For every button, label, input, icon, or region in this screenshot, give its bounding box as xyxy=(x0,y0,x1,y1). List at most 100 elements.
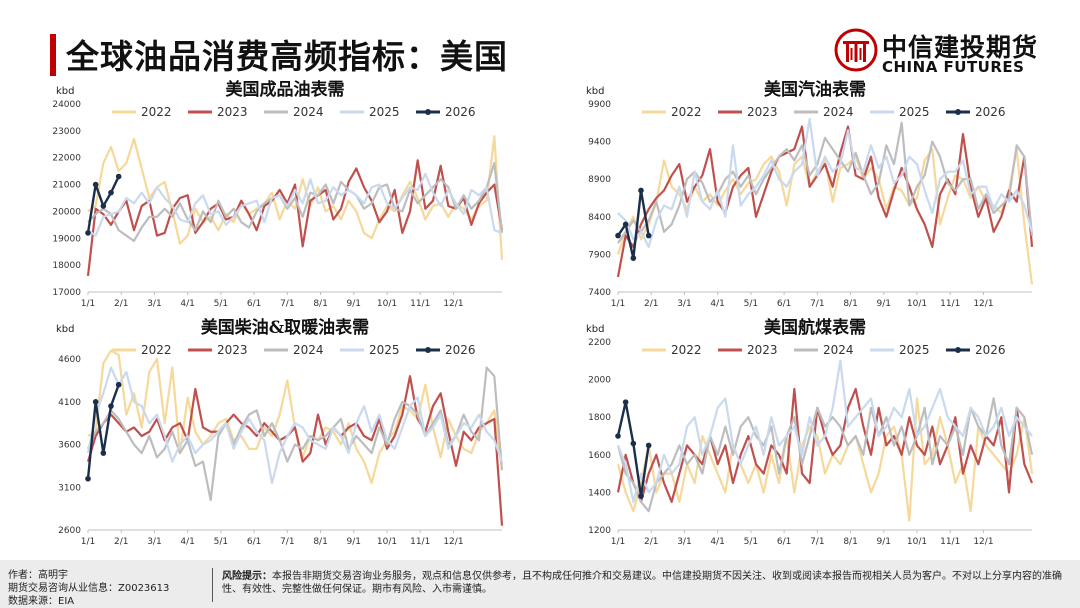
x-tick-label: 6/1 xyxy=(777,299,791,309)
y-tick-label: 1600 xyxy=(588,451,611,461)
legend-label: 2025 xyxy=(899,343,930,357)
chart-title: 美国航煤表需 xyxy=(764,317,866,338)
series-point-2026 xyxy=(92,181,99,188)
logo-mark-icon xyxy=(834,28,878,72)
footer-divider xyxy=(212,568,213,602)
legend-item-2024: 2024 xyxy=(794,105,854,119)
series-line-2025 xyxy=(87,172,503,237)
legend-label: 2022 xyxy=(141,343,172,357)
series-point-2026 xyxy=(115,173,122,180)
y-tick-label: 8400 xyxy=(588,213,611,223)
series-line-2026 xyxy=(86,384,120,479)
legend-item-2025: 2025 xyxy=(340,105,400,119)
series-point-2026 xyxy=(630,440,637,447)
x-tick-label: 10/1 xyxy=(377,299,397,309)
y-tick-label: 1200 xyxy=(588,526,611,536)
chart-distillate-demand: 美国柴油&取暖油表需 kbd 2600 3100 3600 4100 4600 1/1 2/1 3… xyxy=(40,316,510,548)
footer-risk: 风险提示：本报告非期货交易咨询业务服务，观点和信息仅供参考，且不构成任何推介和交… xyxy=(222,570,1062,596)
x-tick-label: 10/1 xyxy=(377,537,397,547)
x-tick-label: 6/1 xyxy=(247,537,261,547)
x-tick-label: 5/1 xyxy=(744,299,758,309)
x-tick-label: 3/1 xyxy=(677,537,691,547)
legend-item-2022: 2022 xyxy=(112,343,172,357)
x-tick-label: 2/1 xyxy=(644,537,658,547)
chart-title: 美国汽油表需 xyxy=(764,79,866,100)
x-tick-label: 6/1 xyxy=(777,537,791,547)
legend-item-2026: 2026 xyxy=(946,105,1006,119)
x-tick-label: 11/1 xyxy=(410,537,430,547)
series-point-2026 xyxy=(645,442,652,449)
legend-label: 2026 xyxy=(445,105,476,119)
chart-svg: 美国成品油表需 kbd 17000 18000 19000 20000 21000 22000… xyxy=(52,79,504,309)
y-tick-label: 4600 xyxy=(58,355,81,365)
x-tick-label: 12/1 xyxy=(973,299,993,309)
series-point-2026 xyxy=(645,232,652,239)
x-tick-label: 9/1 xyxy=(347,299,361,309)
x-tick-label: 12/1 xyxy=(443,537,463,547)
footer: 作者：高明宇 期货交易咨询从业信息：Z0023613 数据来源：EIA 风险提示… xyxy=(0,560,1080,608)
x-tick-label: 8/1 xyxy=(843,299,857,309)
legend-item-2023: 2023 xyxy=(718,343,778,357)
series-point-2026 xyxy=(115,381,122,388)
chart-svg: 美国汽油表需 kbd 7400 7900 8400 8900 9400 9900 1/1 2/1 3… xyxy=(586,79,1034,309)
y-axis-unit: kbd xyxy=(586,324,605,335)
x-tick-label: 10/1 xyxy=(907,537,927,547)
x-tick-label: 12/1 xyxy=(973,537,993,547)
y-tick-label: 2200 xyxy=(588,338,611,348)
series-line-2023 xyxy=(86,375,504,526)
y-axis-unit: kbd xyxy=(586,86,605,97)
series-point-2026 xyxy=(630,255,637,261)
x-tick-label: 1/1 xyxy=(81,537,95,547)
x-tick-label: 5/1 xyxy=(214,299,228,309)
y-tick-label: 22000 xyxy=(52,154,81,164)
chart-refined-products-demand: 美国成品油表需 kbd 17000 18000 19000 20000 21000 22000… xyxy=(40,78,510,310)
y-tick-label: 19000 xyxy=(52,234,81,244)
x-tick-label: 1/1 xyxy=(611,299,625,309)
legend-label: 2026 xyxy=(445,343,476,357)
series-point-2026 xyxy=(638,493,644,499)
legend-label: 2022 xyxy=(141,105,172,119)
series-line-2023 xyxy=(86,159,504,277)
legend-item-2024: 2024 xyxy=(264,343,324,357)
x-tick-label: 11/1 xyxy=(410,299,430,309)
legend-item-2026: 2026 xyxy=(946,343,1006,357)
legend-item-2026: 2026 xyxy=(416,343,476,357)
y-tick-label: 2600 xyxy=(58,526,81,536)
y-tick-label: 9900 xyxy=(588,100,611,110)
series-line-2024 xyxy=(617,121,1034,244)
x-tick-label: 1/1 xyxy=(81,299,95,309)
legend-label: 2023 xyxy=(747,343,778,357)
risk-label: 风险提示： xyxy=(222,571,272,582)
legend-item-2022: 2022 xyxy=(642,105,702,119)
y-tick-label: 18000 xyxy=(52,261,81,271)
legend-label: 2024 xyxy=(823,105,854,119)
legend-label: 2023 xyxy=(217,343,248,357)
series-line-2024 xyxy=(87,161,504,243)
y-tick-label: 3100 xyxy=(58,483,81,493)
y-tick-label: 20000 xyxy=(52,207,81,217)
legend-item-2023: 2023 xyxy=(188,343,248,357)
page-title: 全球油品消费高频指标：美国 xyxy=(66,37,508,76)
legend-item-2025: 2025 xyxy=(340,343,400,357)
legend-label: 2022 xyxy=(671,105,702,119)
y-axis-unit: kbd xyxy=(56,324,75,335)
legend-label: 2024 xyxy=(823,343,854,357)
y-tick-label: 1400 xyxy=(588,488,611,498)
chart-jet-fuel-demand: 美国航煤表需 kbd 1200 1400 1600 1800 2000 2200 1/1 2/1 3… xyxy=(570,316,1040,548)
x-tick-label: 11/1 xyxy=(940,537,960,547)
x-tick-label: 4/1 xyxy=(710,537,724,547)
x-tick-label: 9/1 xyxy=(347,537,361,547)
x-tick-label: 2/1 xyxy=(114,537,128,547)
company-logo: 中信建投期货 CHINA FUTURES xyxy=(834,28,1054,78)
footer-license: 期货交易咨询从业信息：Z0023613 xyxy=(8,583,170,594)
legend-item-2023: 2023 xyxy=(188,105,248,119)
x-tick-label: 12/1 xyxy=(443,299,463,309)
chart-title: 美国柴油&取暖油表需 xyxy=(201,317,369,338)
logo-text-en: CHINA FUTURES xyxy=(882,58,1025,76)
x-tick-label: 4/1 xyxy=(180,299,194,309)
x-tick-label: 7/1 xyxy=(810,299,824,309)
x-tick-label: 4/1 xyxy=(180,537,194,547)
series-point-2026 xyxy=(108,189,114,196)
legend-item-2022: 2022 xyxy=(642,343,702,357)
y-tick-label: 2000 xyxy=(588,376,611,386)
